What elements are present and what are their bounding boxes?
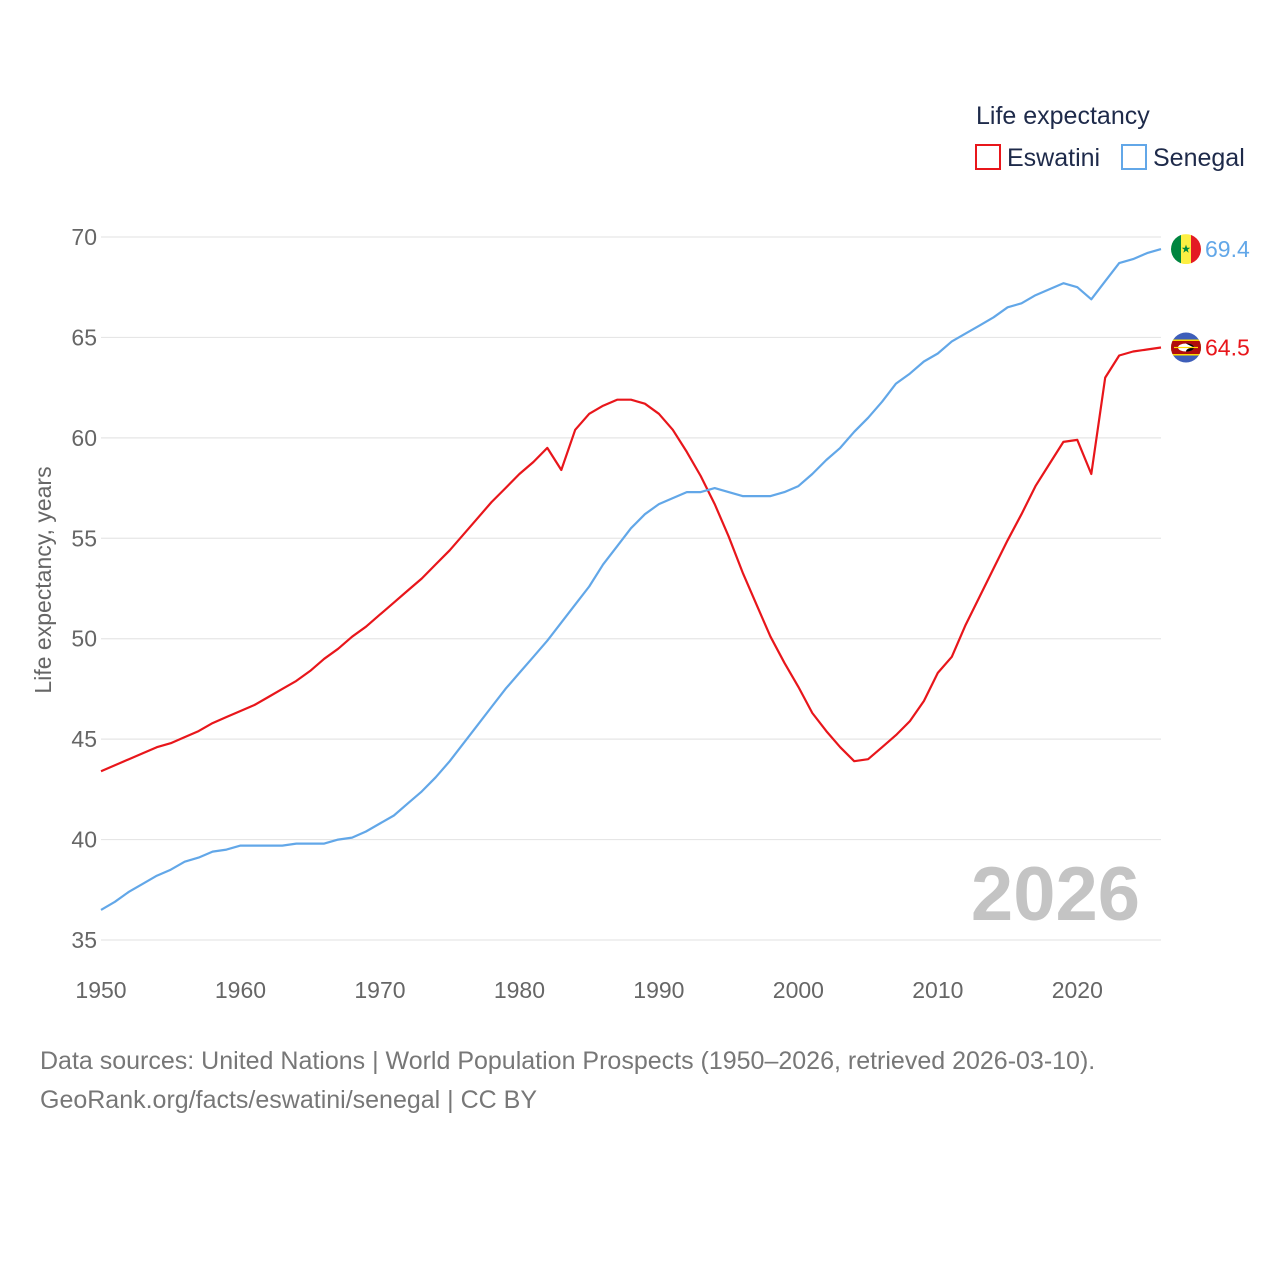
year-watermark: 2026: [971, 852, 1140, 937]
y-axis-label: Life expectancy, years: [30, 466, 56, 693]
senegal-flag-icon: [1171, 234, 1201, 265]
x-tick-label-2010: 2010: [912, 977, 963, 1003]
y-tick-label-40: 40: [71, 827, 97, 853]
attribution-link[interactable]: GeoRank.org/facts/eswatini/senegal | CC …: [40, 1086, 538, 1114]
x-tick-label-1970: 1970: [354, 977, 405, 1003]
legend-label-eswatini[interactable]: Eswatini: [1007, 144, 1100, 172]
y-tick-label-70: 70: [71, 224, 97, 250]
y-axis-ticks: 35 40 45 50 55 60 65 70: [71, 224, 97, 953]
legend-title: Life expectancy: [976, 102, 1150, 130]
end-value-label-eswatini: 64.5: [1205, 334, 1250, 360]
x-tick-label-2000: 2000: [773, 977, 824, 1003]
series-lines: 64.5 69.4: [100, 236, 1250, 911]
y-tick-label-45: 45: [71, 726, 97, 752]
x-tick-label-1950: 1950: [75, 977, 126, 1003]
legend-swatch-senegal[interactable]: [1121, 144, 1147, 170]
y-tick-label-50: 50: [71, 626, 97, 652]
legend: Life expectancy Eswatini Senegal: [975, 102, 1245, 172]
eswatini-flag-icon: [1171, 332, 1201, 363]
end-value-label-senegal: 69.4: [1205, 236, 1250, 262]
series-line-senegal: [100, 248, 1162, 911]
x-tick-label-1980: 1980: [494, 977, 545, 1003]
y-tick-label-65: 65: [71, 324, 97, 350]
y-tick-label-55: 55: [71, 525, 97, 551]
legend-label-senegal[interactable]: Senegal: [1153, 144, 1245, 172]
data-source-text: Data sources: United Nations | World Pop…: [40, 1047, 1096, 1075]
x-tick-label-1990: 1990: [633, 977, 684, 1003]
y-tick-label-60: 60: [71, 425, 97, 451]
x-tick-label-1960: 1960: [215, 977, 266, 1003]
x-axis-ticks: 1950 1960 1970 1980 1990 2000 2010 2020: [75, 977, 1102, 1003]
footer: Data sources: United Nations | World Pop…: [40, 1042, 1095, 1120]
y-tick-label-35: 35: [71, 927, 97, 953]
series-line-eswatini: [100, 346, 1162, 773]
x-tick-label-2020: 2020: [1052, 977, 1103, 1003]
legend-swatch-eswatini[interactable]: [975, 144, 1001, 170]
grid-lines: [101, 236, 1161, 941]
